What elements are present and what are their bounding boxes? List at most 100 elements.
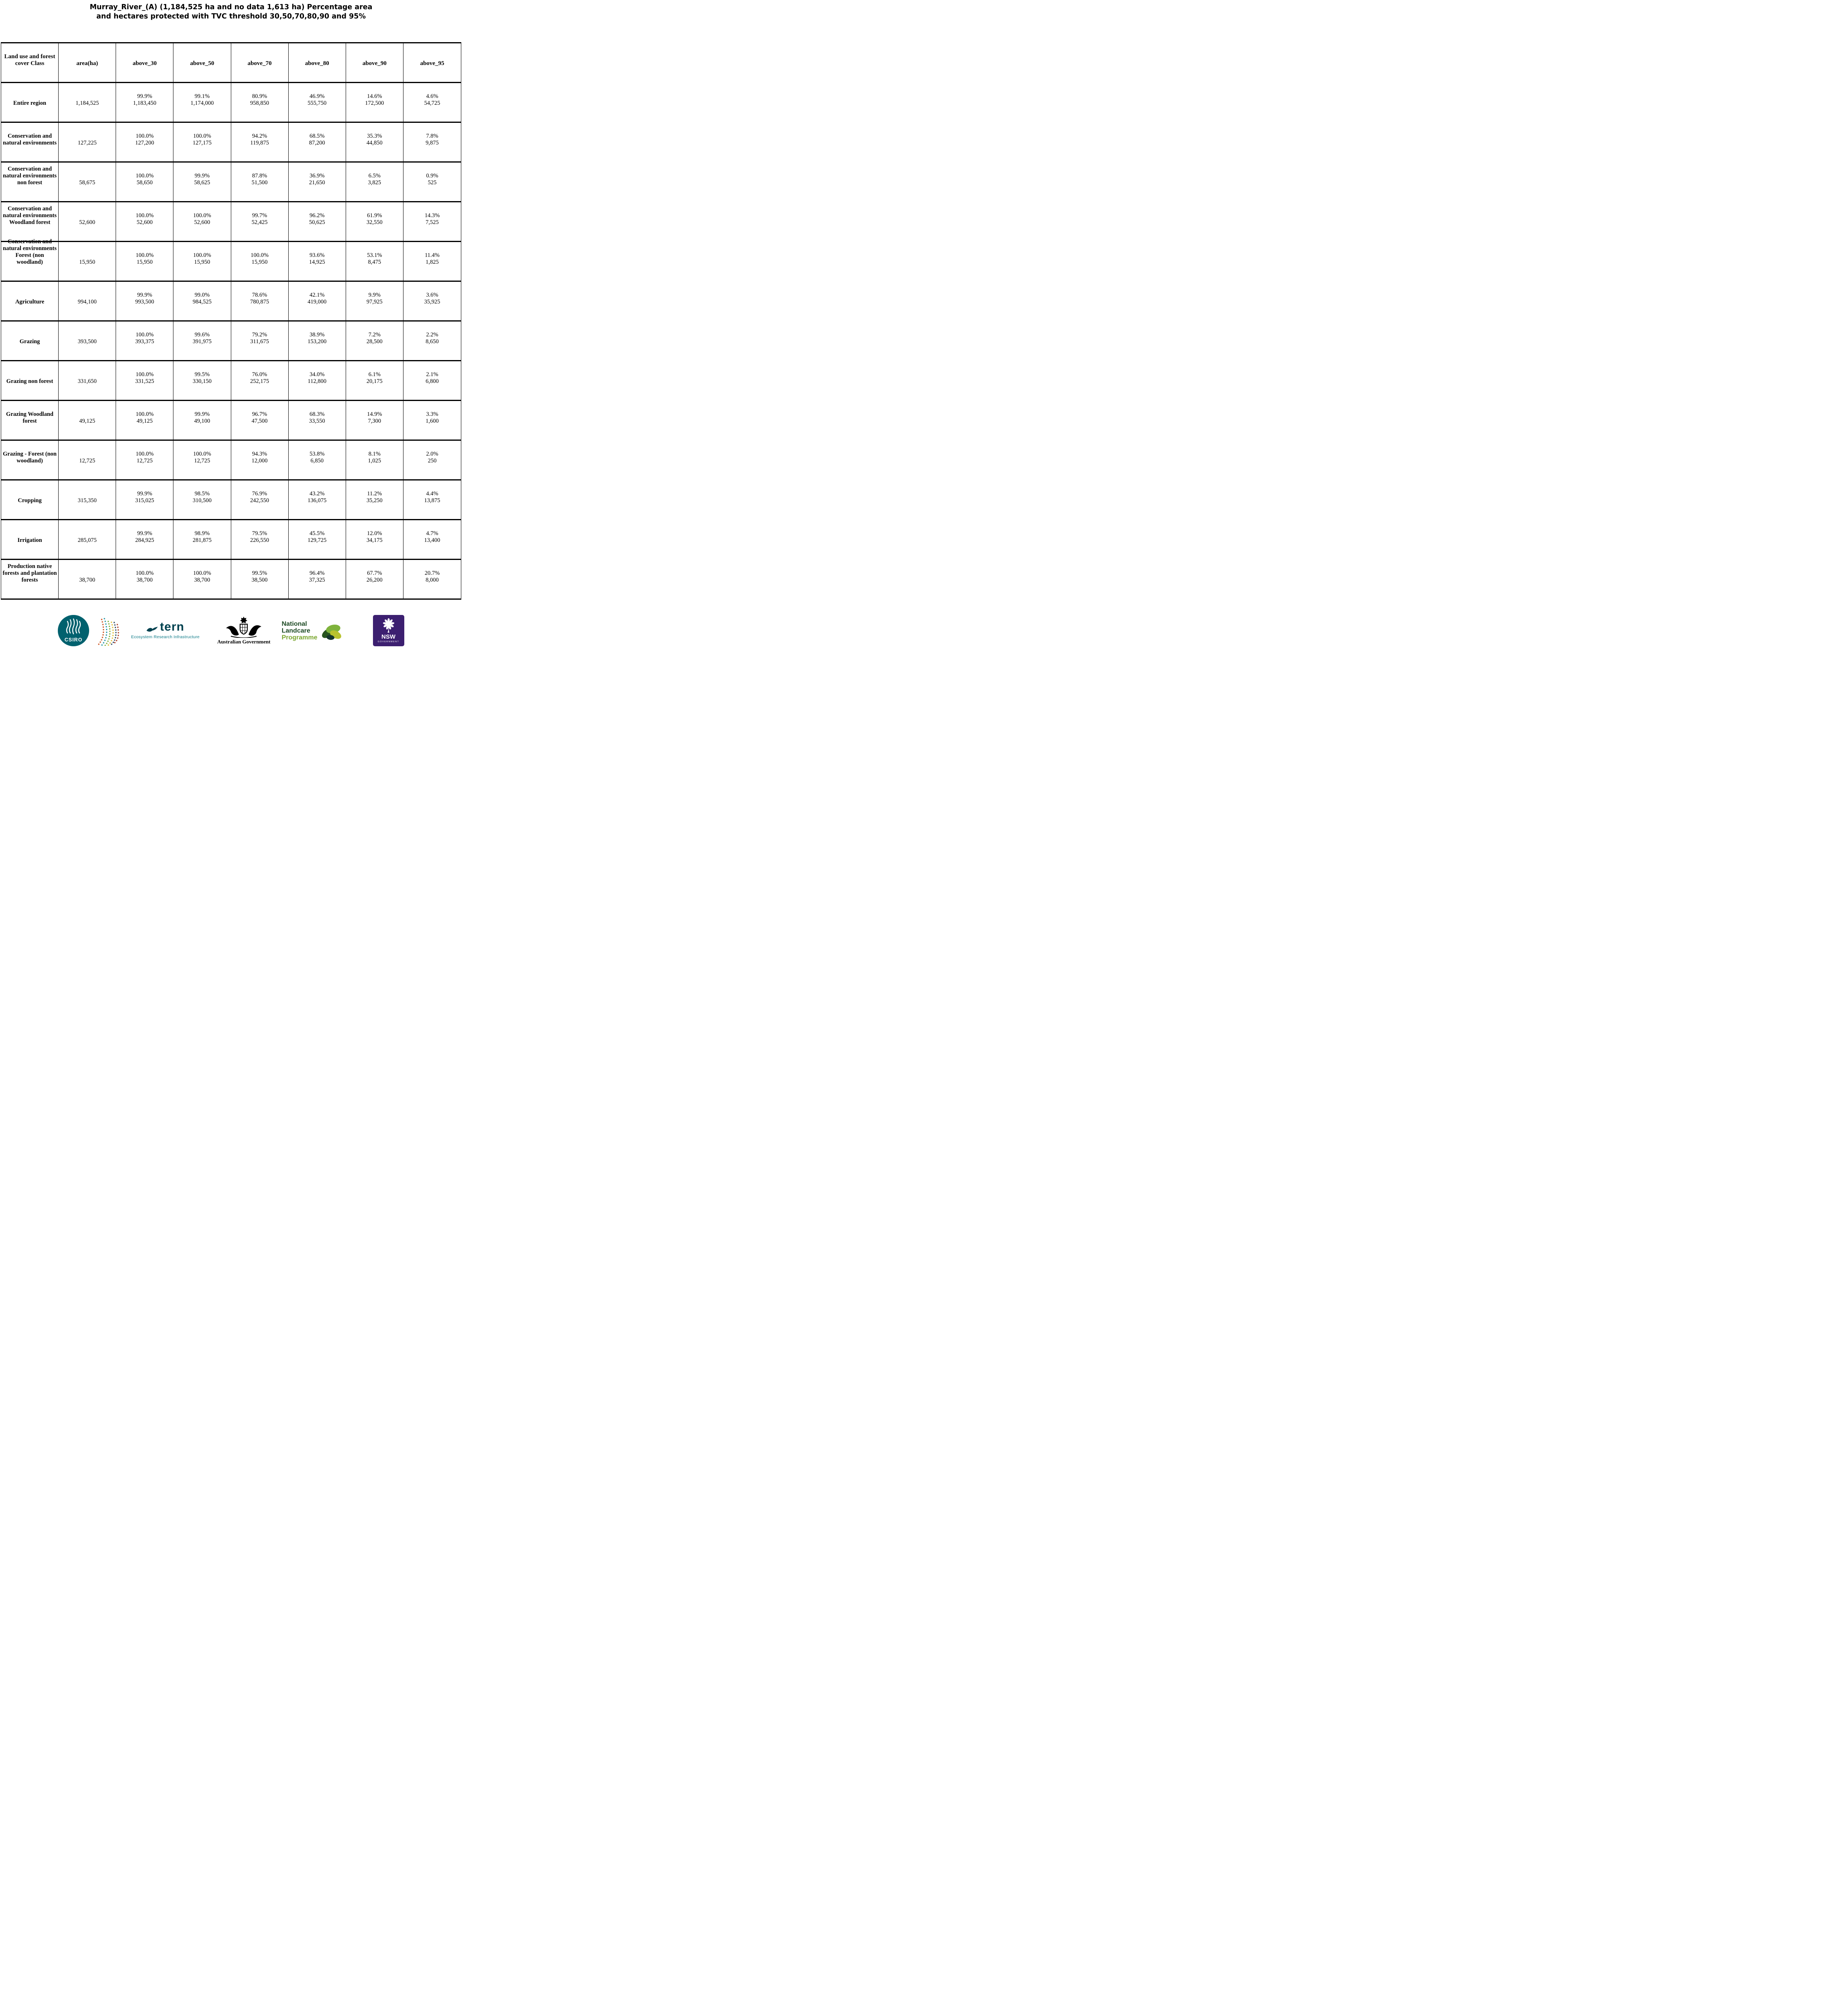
percent-value: 96.4% [309,570,325,577]
percent-value: 78.6% [252,292,267,299]
hectares-value: 1,825 [426,259,439,266]
value-cell: 76.0% 252,175 [231,361,289,400]
percent-value: 43.2% [309,491,325,497]
value-cell: 9.9% 97,925 [346,282,403,321]
percent-value: 11.4% [424,252,440,259]
percent-value: 2.0% [426,451,438,458]
hectares-value: 7,525 [426,219,439,226]
row-label-cell: Conservation and natural environments Wo… [1,202,59,241]
percent-value: 100.0% [135,371,154,378]
hectares-value: 15,950 [251,259,268,266]
nsw-government-logo-icon: NSW GOVERNMENT [373,615,404,647]
percent-value: 100.0% [193,451,211,458]
table-row: Agriculture 994,100 99.9% 993,500 99.0% 984,5… [1,282,461,322]
value-cell: 14.3% 7,525 [403,202,461,241]
percent-value: 96.7% [252,411,267,418]
value-cell: 45.5% 129,725 [289,520,346,559]
column-header: above_95 [420,60,444,67]
value-cell: 98.9% 281,875 [173,520,231,559]
row-label-cell: Agriculture [1,282,59,321]
percent-value: 99.5% [252,570,267,577]
percent-value: 94.3% [252,451,267,458]
hectares-value: 6,850 [310,458,324,464]
percent-value: 4.6% [426,93,438,100]
value-cell: 100.0% 127,175 [173,123,231,162]
percent-value: 46.9% [309,93,325,100]
value-cell: 3.6% 35,925 [403,282,461,320]
percent-value: 99.9% [137,491,153,497]
row-label-cell: Grazing Woodland forest [1,401,59,440]
value-cell: 94.2% 119,875 [231,123,289,162]
percent-value: 79.5% [252,530,267,537]
australian-government-logo: Australian Government [217,616,271,645]
hectares-value: 52,600 [137,219,153,226]
value-cell: 96.4% 37,325 [289,560,346,599]
hectares-value: 37,325 [309,577,325,584]
landcare-line3: Programme [281,634,318,641]
percent-value: 99.7% [252,212,267,219]
hectares-value: 1,183,450 [133,100,157,107]
hectares-value: 250 [428,458,437,464]
value-cell: 3.3% 1,600 [403,401,461,440]
area-cell: 331,650 [59,361,116,400]
australian-government-label: Australian Government [217,639,271,645]
column-header: above_50 [173,43,231,82]
percent-value: 79.2% [252,332,267,338]
value-cell: 100.0% 52,600 [173,202,231,241]
value-cell: 99.1% 1,174,000 [173,83,231,122]
value-cell: 46.9% 555,750 [289,83,346,122]
value-cell: 100.0% 12,725 [116,441,174,480]
percent-value: 80.9% [252,93,267,100]
hectares-value: 9,875 [426,140,439,147]
percent-value: 61.9% [367,212,382,219]
hectares-value: 21,650 [309,179,325,186]
hectares-value: 8,475 [368,259,381,266]
hectares-value: 391,975 [192,338,212,345]
percent-value: 99.9% [194,411,210,418]
percent-value: 94.2% [252,133,267,140]
value-cell: 38.9% 153,200 [289,322,346,360]
value-cell: 4.7% 13,400 [403,520,461,559]
value-cell: 99.5% 38,500 [231,560,289,599]
value-cell: 11.4% 1,825 [403,242,461,281]
value-cell: 100.0% 49,125 [116,401,174,440]
hectares-value: 127,200 [135,140,154,147]
value-cell: 76.9% 242,550 [231,480,289,519]
hectares-value: 38,500 [251,577,268,584]
column-header: above_90 [346,43,403,82]
percent-value: 4.7% [426,530,438,537]
hectares-value: 20,175 [366,378,383,385]
value-cell: 34.0% 112,800 [289,361,346,400]
percent-value: 99.9% [137,292,153,299]
percent-value: 2.1% [426,371,438,378]
hectares-value: 15,950 [137,259,153,266]
area-value: 315,350 [77,497,97,504]
value-cell: 68.5% 87,200 [289,123,346,162]
hectares-value: 315,025 [135,497,154,504]
percent-value: 100.0% [135,212,154,219]
value-cell: 99.9% 1,183,450 [116,83,174,122]
table-row: Conservation and natural environments Fo… [1,238,461,282]
hectares-value: 54,725 [424,100,440,107]
svg-text:CSIRO: CSIRO [65,637,83,643]
area-cell: 315,350 [59,480,116,519]
value-cell: 35.3% 44,850 [346,123,403,162]
area-cell: 1,184,525 [59,83,116,122]
hectares-value: 58,650 [137,179,153,186]
hectares-value: 8,650 [426,338,439,345]
percent-value: 7.8% [426,133,438,140]
area-cell: 12,725 [59,441,116,480]
table-row: Production native forests and plantation… [1,560,461,600]
percent-value: 100.0% [135,332,154,338]
area-value: 12,725 [79,458,96,464]
percent-value: 100.0% [135,451,154,458]
value-cell: 93.6% 14,925 [289,242,346,281]
value-cell: 0.9% 525 [403,163,461,201]
percent-value: 14.3% [424,212,440,219]
page-title-line2: and hectares protected with TVC threshol… [96,12,366,21]
row-label-cell: Conservation and natural environments [1,123,59,162]
hectares-value: 12,000 [251,458,268,464]
row-label-cell: Irrigation [1,520,59,559]
hectares-value: 44,850 [366,140,383,147]
hectares-value: 153,200 [308,338,327,345]
